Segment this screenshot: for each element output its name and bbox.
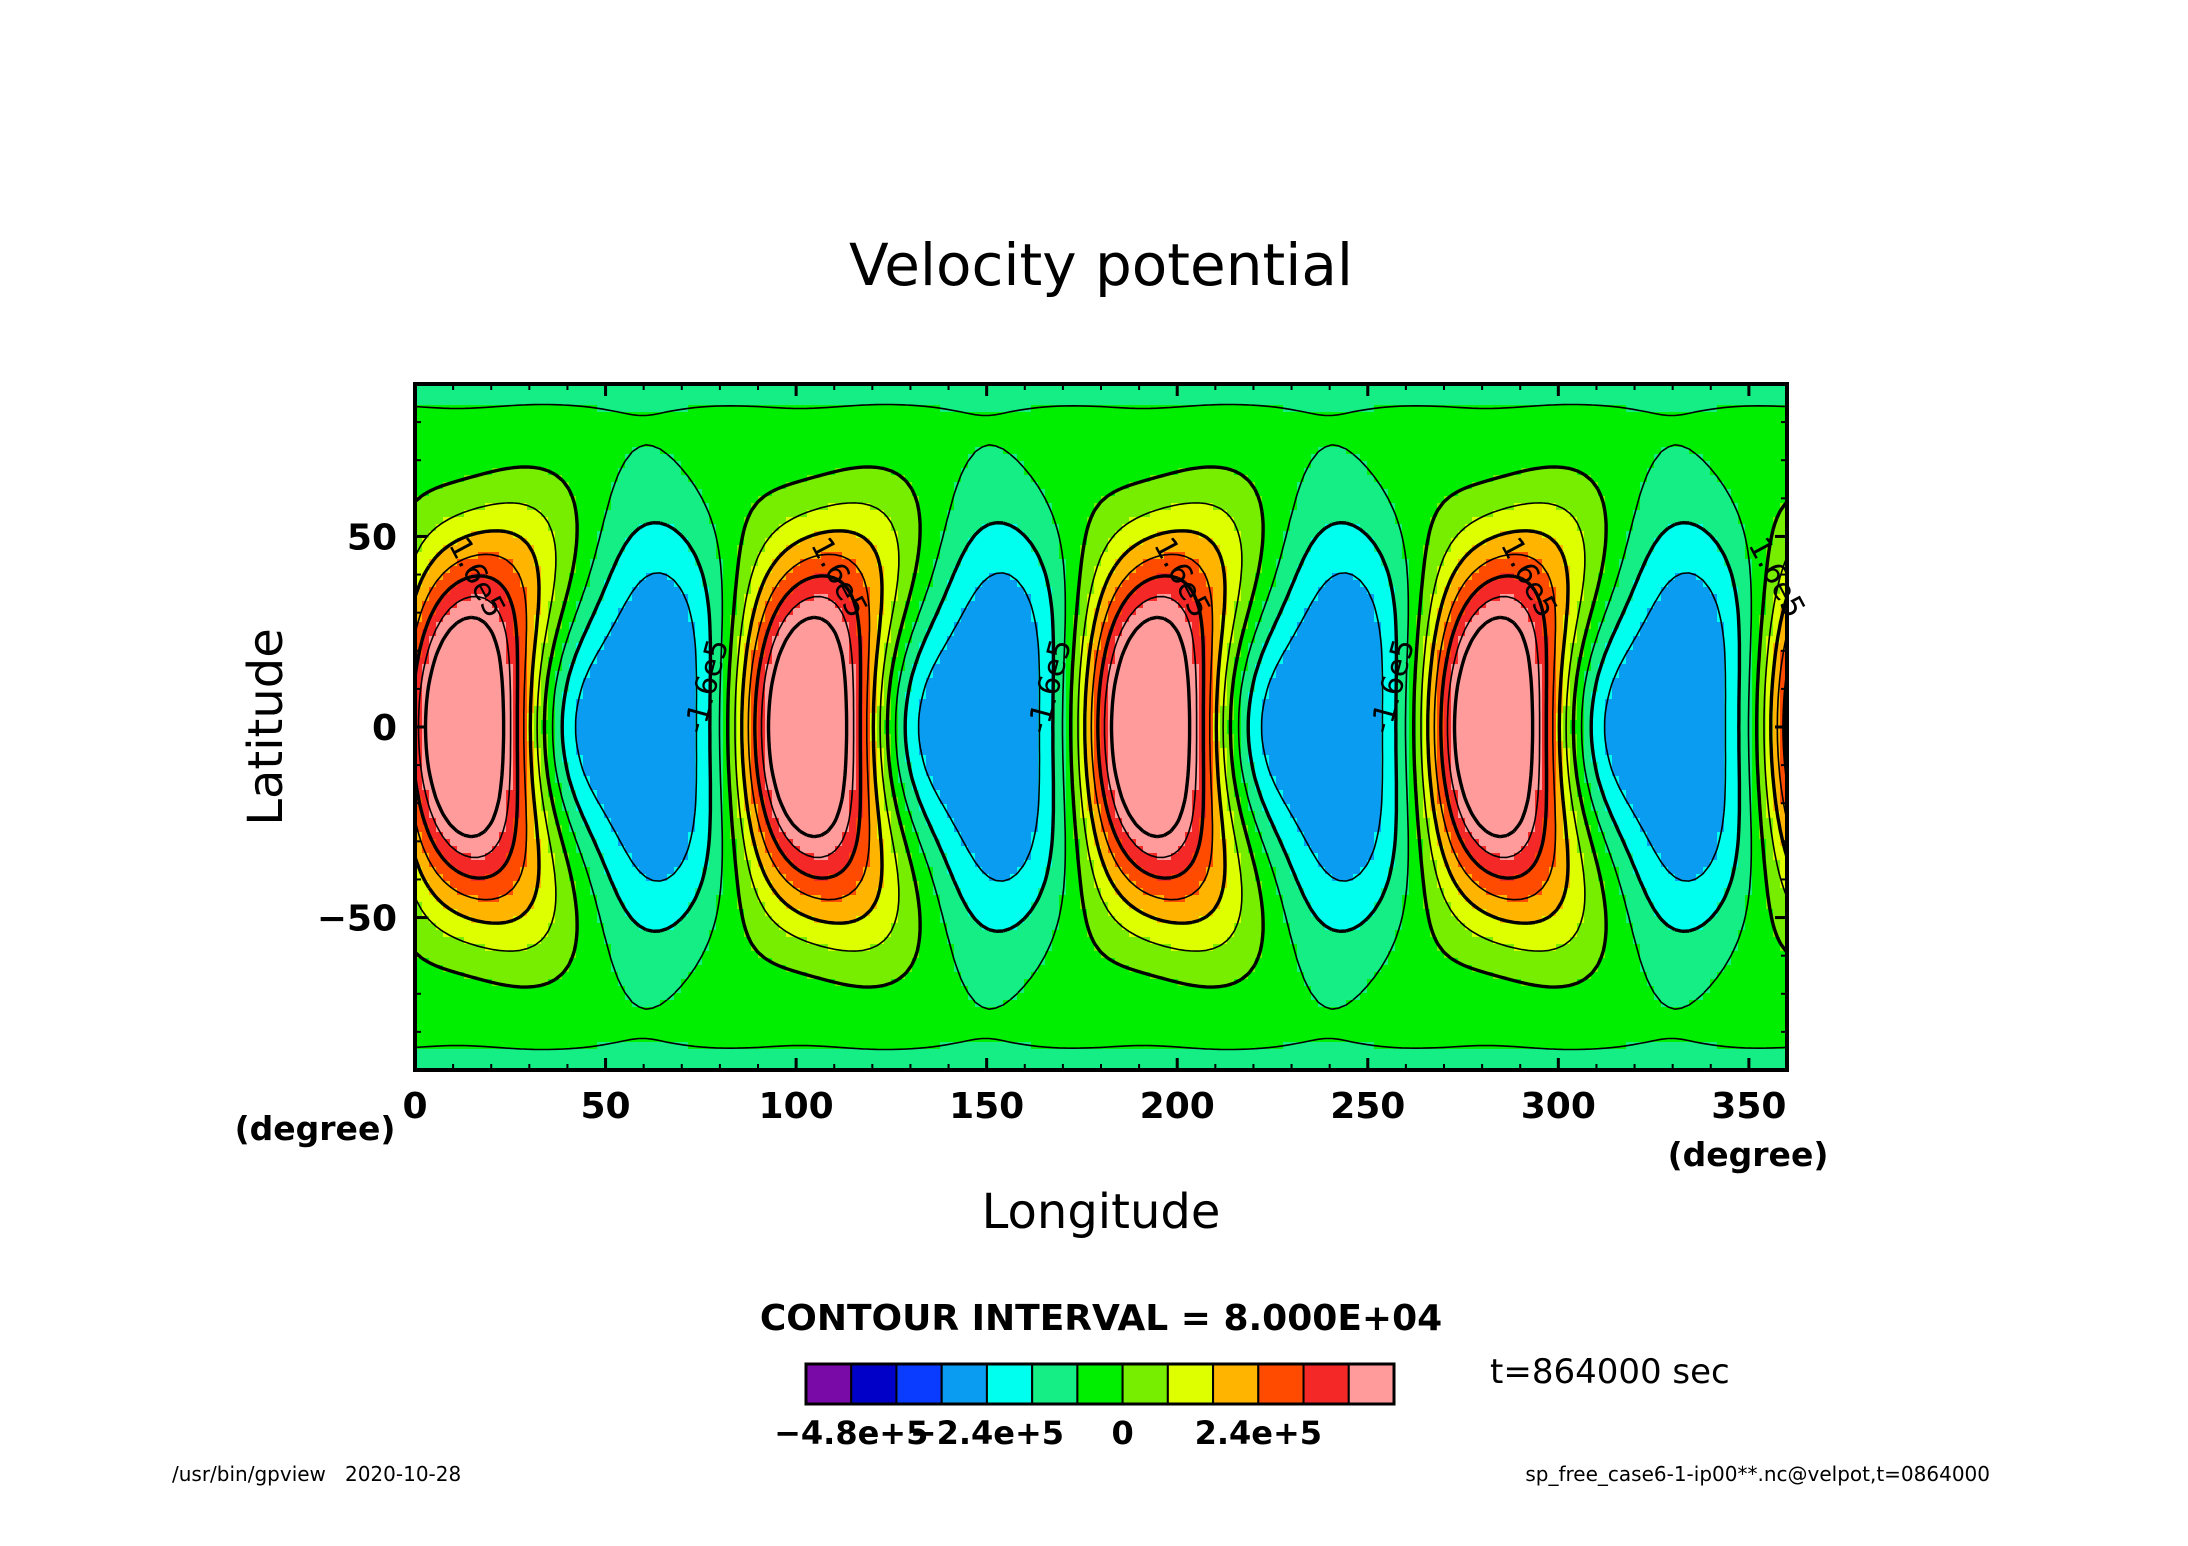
contour-line [415, 574, 1787, 880]
x-axis-label: Longitude [982, 1184, 1221, 1240]
colorbar-frame [804, 1362, 1396, 1406]
colorbar-tick-label: −4.8e+5 [774, 1414, 928, 1452]
colorbar-swatch [985, 1363, 1034, 1405]
contour-line [423, 615, 1535, 839]
colorbar-swatch [805, 1363, 853, 1405]
colorbar-tick-label: 0 [1111, 1414, 1133, 1452]
colorbar-swatch [1166, 1363, 1215, 1405]
x-tick-label: 150 [949, 1086, 1024, 1127]
contour-line [574, 572, 1727, 882]
chart-title: Velocity potential [849, 231, 1353, 299]
colorbar-swatch [1212, 1363, 1260, 1405]
colorbar-swatch [1257, 1363, 1305, 1405]
contour-lines [415, 403, 1787, 1051]
colorbar-swatch [850, 1363, 898, 1405]
colorbar [804, 1362, 1396, 1406]
x-tick-label: 200 [1140, 1086, 1215, 1127]
y-tick-label: 50 [347, 517, 397, 558]
contour-line [415, 465, 1787, 989]
colorbar-tick-label: −2.4e+5 [910, 1414, 1064, 1452]
y-tick-label: 0 [372, 708, 397, 749]
colorbar-swatch [895, 1363, 943, 1405]
x-axis-unit-right: (degree) [1668, 1135, 1829, 1174]
y-tick-label: −50 [317, 899, 397, 940]
y-axis-label: Latitude [238, 628, 294, 826]
contour-line [560, 521, 1742, 933]
contour-line [415, 529, 1787, 925]
x-tick-label: 100 [759, 1086, 834, 1127]
colorbar-swatch [1347, 1363, 1396, 1405]
contour-line [415, 502, 1787, 952]
x-tick-label: 300 [1521, 1086, 1596, 1127]
colorbar-swatch [1031, 1363, 1079, 1405]
colorbar-tick-labels: −4.8e+5−2.4e+5 0 2.4e+5 [774, 1414, 1322, 1452]
colorbar-swatch [940, 1363, 988, 1405]
colorbar-swatch [1302, 1363, 1350, 1405]
y-axis: −50 0 50 [317, 421, 1787, 1033]
contour-line [415, 553, 1787, 901]
x-axis-unit: (degree) [235, 1109, 396, 1148]
contour-line [415, 403, 1787, 1051]
x-tick-label: 50 [581, 1086, 631, 1127]
footer-left: /usr/bin/gpview 2020-10-28 [172, 1462, 461, 1486]
time-label: t=864000 sec [1490, 1352, 1730, 1392]
x-tick-label: 250 [1330, 1086, 1405, 1127]
contour-interval-label: CONTOUR INTERVAL = 8.000E+04 [760, 1298, 1442, 1339]
x-axis: 0 50 100 150 200 250 300 350 [402, 384, 1788, 1127]
colorbar-tick-label: 2.4e+5 [1195, 1414, 1322, 1452]
x-tick-label: 0 [402, 1086, 427, 1127]
contour-line [417, 595, 1541, 859]
x-tick-label: 350 [1711, 1086, 1786, 1127]
colorbar-swatch [1121, 1363, 1169, 1405]
footer-right: sp_free_case6-1-ip00**.nc@velpot,t=08640… [1525, 1462, 1990, 1486]
colorbar-swatch [1076, 1363, 1124, 1405]
